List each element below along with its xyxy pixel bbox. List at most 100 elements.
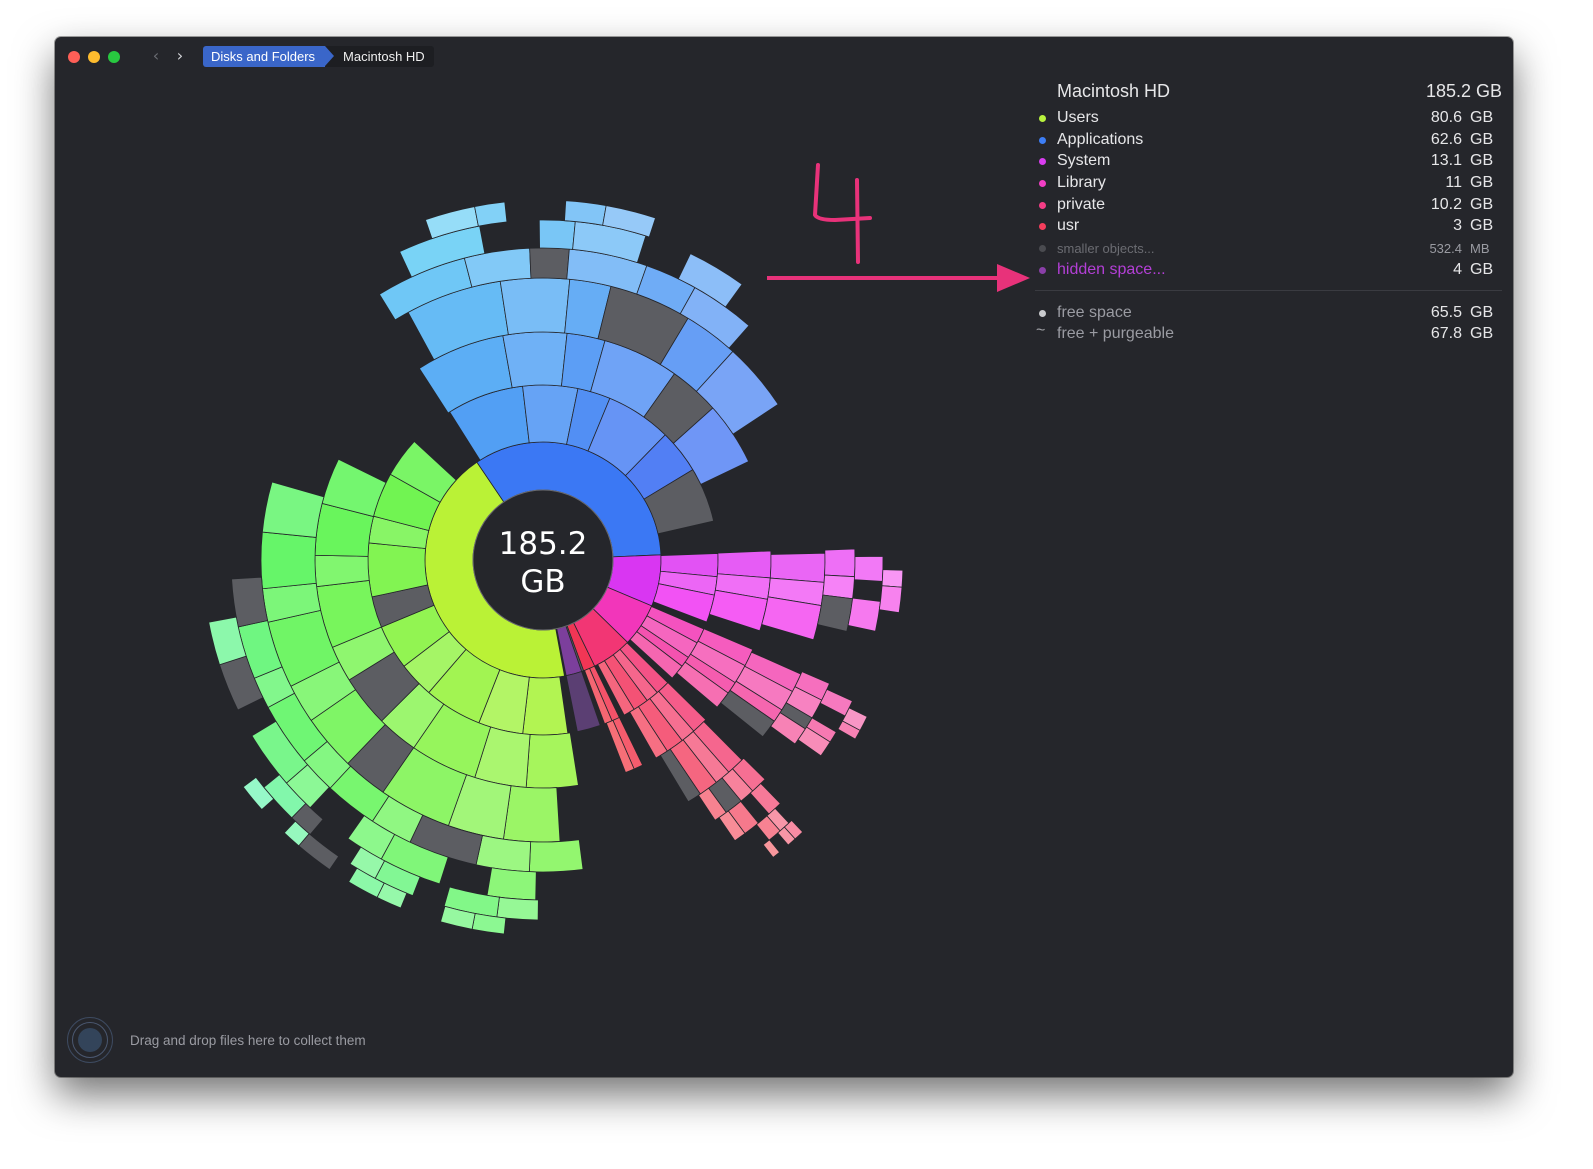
applications-wedge-depth3[interactable] (695, 350, 779, 435)
item-name: private (1057, 195, 1106, 213)
list-item-usr[interactable]: usr 3 GB (1035, 215, 1502, 237)
users-wedge-depth5[interactable] (486, 867, 537, 901)
private-wedge-depth7[interactable] (762, 839, 781, 858)
applications-wedge-depth6[interactable] (474, 201, 508, 227)
free-item-free-purgeable[interactable]: ~ free + purgeable 67.8 GB (1035, 322, 1502, 345)
users-wedge-depth7[interactable] (348, 867, 385, 898)
users-wedge-depth2[interactable] (321, 458, 387, 518)
users-wedge-depth1[interactable] (522, 676, 569, 736)
item-unit: GB (1470, 109, 1494, 126)
applications-wedge-depth4[interactable] (529, 247, 570, 280)
title-bar: ‹ › Disks and Folders Macintosh HD (55, 37, 1513, 77)
users-wedge-depth2[interactable] (525, 732, 579, 789)
breadcrumb-disks-and-folders[interactable]: Disks and Folders (203, 46, 335, 67)
applications-wedge-depth5[interactable] (538, 219, 576, 250)
applications-wedge-depth5[interactable] (399, 225, 486, 278)
folder-list: Users 80.6 GB Applications 62.6 GB System 13.1 G… (1035, 107, 1502, 281)
minimize-window-button[interactable] (88, 51, 100, 63)
private-wedge-depth5[interactable] (749, 782, 781, 815)
private-wedge-depth3[interactable] (659, 748, 701, 803)
list-item-system[interactable]: System 13.1 GB (1035, 150, 1502, 172)
list-item-smaller-objects[interactable]: smaller objects... 532.4 MB (1035, 237, 1502, 259)
applications-wedge-depth5[interactable] (677, 253, 743, 308)
color-dot-icon (1039, 266, 1046, 274)
applications-wedge-depth2[interactable] (502, 331, 568, 389)
tilde-icon: ~ (1036, 322, 1046, 340)
private-wedge-depth5[interactable] (718, 810, 746, 842)
hidden-space-sub-wedge[interactable] (565, 671, 601, 733)
breadcrumb-macintosh-hd[interactable]: Macintosh HD (325, 46, 434, 67)
users-wedge-depth7[interactable] (440, 905, 476, 930)
item-unit: GB (1470, 260, 1494, 278)
users-wedge-depth4[interactable] (528, 839, 584, 873)
users-wedge-depth4[interactable] (231, 576, 269, 628)
item-size: 532.4 (1429, 241, 1462, 257)
list-item-applications[interactable]: Applications 62.6 GB (1035, 129, 1502, 151)
app-window: ‹ › Disks and Folders Macintosh HD 185.2… (55, 37, 1513, 1077)
users-wedge-depth5[interactable] (208, 616, 247, 666)
zoom-window-button[interactable] (108, 51, 120, 63)
free-name: free + purgeable (1057, 325, 1174, 343)
item-name: usr (1057, 217, 1080, 235)
list-item-private[interactable]: private 10.2 GB (1035, 194, 1502, 216)
usr-wedge-depth2[interactable] (605, 719, 635, 774)
item-unit: GB (1470, 152, 1494, 170)
users-wedge-depth7[interactable] (242, 776, 275, 811)
users-wedge-depth3[interactable] (261, 481, 325, 538)
details-panel: Macintosh HD 185.2 GB Users 80.6 GB Applica… (1035, 79, 1502, 345)
divider (1035, 289, 1502, 291)
library-wedge-depth5[interactable] (819, 688, 853, 717)
disk-usage-sunburst-chart[interactable] (55, 37, 1513, 1077)
library-wedge-depth6[interactable] (837, 720, 861, 740)
applications-wedge-depth6[interactable] (602, 205, 656, 238)
item-size: 62.6 (1430, 130, 1462, 148)
applications-wedge-depth3[interactable] (499, 277, 571, 336)
item-unit: GB (1470, 174, 1494, 192)
close-window-button[interactable] (68, 51, 80, 63)
center-total-unit: GB (520, 564, 566, 600)
system-wedge-depth4[interactable] (824, 548, 856, 578)
item-size: 4 (1453, 260, 1462, 278)
color-dot-icon (1039, 136, 1046, 144)
color-dot-icon (1039, 115, 1046, 122)
system-wedge-depth4[interactable] (822, 574, 855, 600)
library-wedge-depth5[interactable] (797, 726, 831, 757)
item-size: 10.2 (1430, 195, 1462, 213)
color-dot-icon (1039, 158, 1046, 166)
chevron-left-icon[interactable]: ‹ (152, 46, 160, 65)
system-wedge-depth6[interactable] (881, 569, 904, 588)
users-wedge-depth5[interactable] (251, 720, 309, 784)
list-item-users[interactable]: Users 80.6 GB (1035, 107, 1502, 129)
private-wedge-depth7[interactable] (777, 826, 796, 846)
chevron-right-icon[interactable]: › (176, 46, 184, 65)
system-wedge-depth6[interactable] (878, 585, 903, 614)
system-wedge-depth4[interactable] (817, 594, 854, 632)
system-wedge-depth2[interactable] (717, 550, 772, 579)
item-unit: GB (1470, 195, 1494, 213)
users-wedge-depth1[interactable] (389, 440, 457, 503)
item-size: 80.6 (1430, 109, 1462, 126)
color-dot-icon (1039, 180, 1046, 188)
users-wedge-depth4[interactable] (475, 834, 532, 873)
system-wedge-depth3[interactable] (769, 552, 826, 583)
users-wedge-depth3[interactable] (502, 785, 561, 843)
list-item-library[interactable]: Library 11 GB (1035, 172, 1502, 194)
private-wedge-depth6[interactable] (755, 815, 781, 841)
color-dot-icon (1039, 223, 1046, 231)
breadcrumb: Disks and Folders Macintosh HD (203, 46, 434, 67)
chart-center-total[interactable]: 185.2 GB (473, 525, 613, 601)
color-dot-icon (1039, 245, 1046, 253)
system-wedge-depth5[interactable] (847, 597, 881, 632)
users-wedge-depth6[interactable] (263, 774, 307, 819)
drop-collector-icon[interactable] (67, 1017, 113, 1063)
free-space-list: free space 65.5 GB ~ free + purgeable 67.8 GB (1035, 302, 1502, 345)
panel-total: 185.2 GB (1425, 81, 1502, 101)
users-wedge-depth6[interactable] (496, 896, 539, 921)
item-unit: GB (1470, 217, 1494, 235)
system-wedge-depth5[interactable] (853, 555, 884, 582)
list-item-hidden-space[interactable]: hidden space... 4 GB (1035, 259, 1502, 281)
free-item-free-space[interactable]: free space 65.5 GB (1035, 302, 1502, 324)
users-wedge-depth3[interactable] (260, 531, 317, 590)
chart-center-disc[interactable] (472, 489, 614, 631)
users-wedge-depth7[interactable] (283, 820, 310, 847)
